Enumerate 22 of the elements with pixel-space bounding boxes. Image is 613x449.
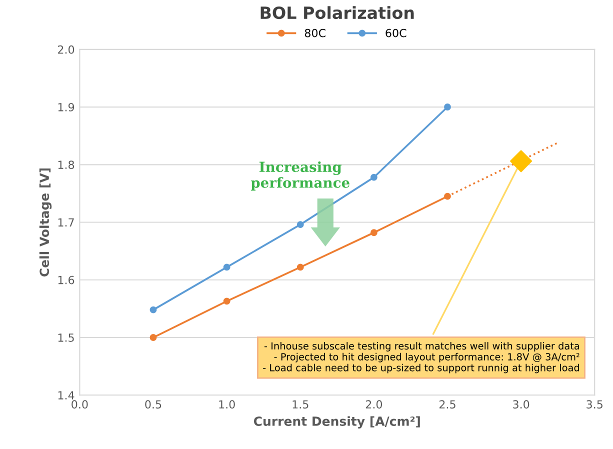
y-tick-label: 1.6 [58, 276, 74, 284]
legend-label: 60C [386, 28, 406, 38]
annotation: Increasing performance [250, 161, 350, 191]
legend-label: 80C [304, 28, 326, 38]
x-tick-label: 0.0 [72, 400, 88, 409]
y-tick-label: 1.7 [58, 218, 74, 226]
y-tick-label: 1.5 [58, 334, 74, 342]
y-tick-label: 1.9 [58, 102, 74, 112]
x-tick-label: 1.0 [219, 400, 235, 409]
annotation: - Inhouse subscale testing result matches well with supplier data - Projected to hit designed layout performance: 1.8V @ 3A/cm² - Load cable need to be up-sized to support runnig at higher load [263, 342, 580, 374]
y-axis-title: Cell Voltage [V] [39, 168, 52, 276]
x-tick-label: 1.5 [292, 400, 308, 409]
x-tick-label: 0.5 [145, 400, 162, 409]
chart-title: BOL Polarization [260, 6, 414, 20]
x-tick-label: 2.0 [366, 400, 382, 409]
x-tick-label: 3.0 [513, 400, 530, 409]
x-tick-label: 2.5 [439, 400, 456, 409]
x-axis-title: Current Density [A/cm²] [254, 416, 420, 428]
y-tick-label: 2.0 [58, 45, 74, 54]
x-tick-label: 3.5 [586, 400, 602, 409]
y-tick-label: 1.8 [58, 160, 74, 170]
y-tick-label: 1.4 [58, 391, 74, 400]
